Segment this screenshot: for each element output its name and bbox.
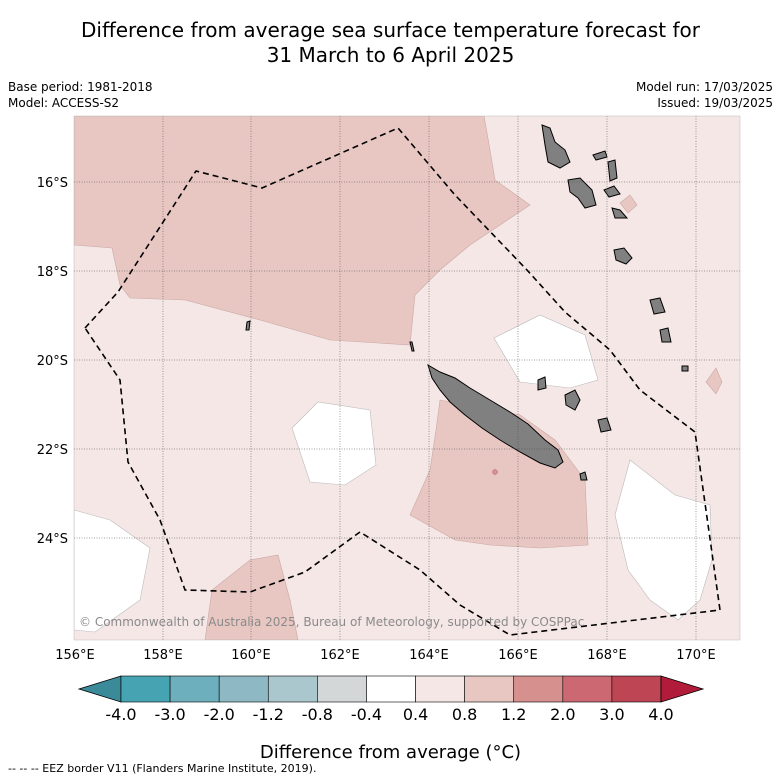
neutral-region-southeast — [614, 459, 713, 621]
model-name: Model: ACCESS-S2 — [8, 96, 120, 110]
colorbar-segment — [611, 675, 662, 703]
lon-label-168e: 168°E — [587, 648, 627, 663]
lat-label-24s: 24°S — [37, 532, 68, 547]
colorbar-label: Difference from average (°C) — [259, 742, 522, 763]
land-islet-west — [245, 320, 251, 331]
neutral-region-east — [493, 314, 599, 389]
lon-label-170e: 170°E — [676, 648, 716, 663]
lon-label-162e: 162°E — [320, 648, 360, 663]
lon-label-160e: 160°E — [231, 648, 271, 663]
colorbar-segment — [415, 675, 465, 703]
base-period: Base period: 1981-2018 — [8, 80, 153, 94]
colorbar-segment — [366, 675, 416, 703]
map-gridlines — [74, 116, 740, 640]
colorbar-tick: 4.0 — [648, 705, 673, 724]
anomaly-region-medium-southwest — [204, 554, 299, 640]
colorbar-tick: 3.0 — [599, 705, 624, 724]
colorbar-tick: 0.4 — [403, 705, 428, 724]
map-frame — [73, 115, 741, 641]
land-islet-nc-north — [409, 341, 415, 352]
eez-legend: -- -- -- EEZ border V11 (Flanders Marine… — [8, 762, 317, 775]
colorbar-segment — [218, 675, 269, 703]
lat-label-22s: 22°S — [37, 443, 68, 458]
colorbar-tick: -4.0 — [105, 705, 136, 724]
copyright-text: © Commonwealth of Australia 2025, Bureau… — [79, 615, 584, 629]
colorbar-tick: -0.4 — [351, 705, 382, 724]
colorbar-segment — [120, 675, 171, 703]
neutral-region-west — [291, 401, 377, 486]
land-islet-south — [579, 471, 588, 481]
meta-right: Model run: 17/03/2025 Issued: 19/03/2025 — [636, 79, 773, 111]
anomaly-region-medium-north — [74, 116, 531, 346]
anomaly-patch-east — [705, 367, 723, 395]
colorbar-tick: -3.0 — [154, 705, 185, 724]
colorbar-tick: 0.8 — [452, 705, 477, 724]
meta-left: Base period: 1981-2018 Model: ACCESS-S2 — [8, 79, 153, 111]
issued-date: Issued: 19/03/2025 — [657, 96, 773, 110]
colorbar-segment — [267, 675, 318, 703]
colorbar — [77, 675, 705, 703]
lon-label-158e: 158°E — [143, 648, 183, 663]
neutral-region-southwest — [74, 509, 151, 633]
colorbar-tick: -1.2 — [253, 705, 284, 724]
lat-labels: 16°S 18°S 20°S 22°S 24°S — [37, 176, 68, 547]
colorbar-tick: 1.2 — [501, 705, 526, 724]
lon-label-164e: 164°E — [409, 648, 449, 663]
map-title: Difference from average sea surface temp… — [0, 18, 781, 68]
anomaly-patch-north-islands — [619, 194, 638, 214]
land-new-caledonia — [427, 363, 564, 469]
anomaly-region-medium-south — [409, 399, 589, 549]
lat-label-20s: 20°S — [37, 354, 68, 369]
title-line-1: Difference from average sea surface temp… — [80, 18, 700, 42]
colorbar-extend-low — [77, 675, 122, 703]
colorbar-tick: 2.0 — [550, 705, 575, 724]
colorbar-segment — [562, 675, 613, 703]
colorbar-segment — [317, 675, 367, 703]
eez-border — [83, 127, 721, 636]
lat-label-16s: 16°S — [37, 176, 68, 191]
colorbar-segment — [169, 675, 220, 703]
map-area — [74, 116, 740, 640]
lon-labels: 156°E 158°E 160°E 162°E 164°E 166°E 168°… — [55, 648, 716, 663]
colorbar-tick-labels: -4.0 -3.0 -2.0 -1.2 -0.8 -0.4 0.4 0.8 1.… — [105, 705, 673, 724]
colorbar-tick: -2.0 — [204, 705, 235, 724]
model-run: Model run: 17/03/2025 — [635, 80, 773, 94]
title-line-2: 31 March to 6 April 2025 — [266, 43, 515, 67]
land-loyalty-islands — [537, 376, 612, 433]
lon-label-156e: 156°E — [55, 648, 95, 663]
colorbar-extend-high — [660, 675, 705, 703]
colorbar-segment — [513, 675, 564, 703]
lon-label-166e: 166°E — [498, 648, 538, 663]
anomaly-patch-small — [492, 469, 498, 475]
colorbar-segment — [464, 675, 515, 703]
lat-label-18s: 18°S — [37, 265, 68, 280]
colorbar-tick: -0.8 — [302, 705, 333, 724]
